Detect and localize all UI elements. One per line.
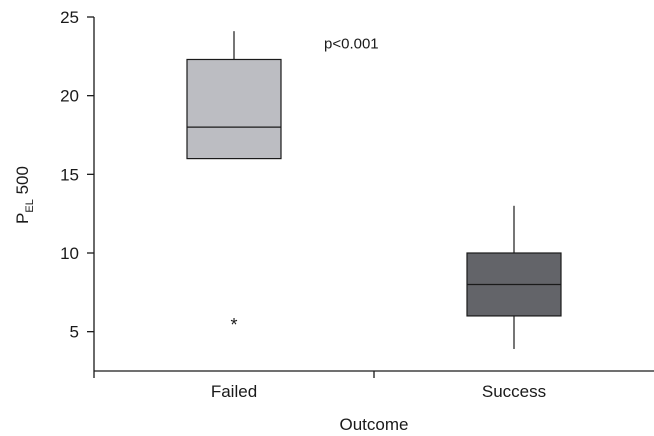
y-axis-title-suffix: 500	[13, 166, 32, 199]
y-tick-label: 5	[70, 323, 79, 342]
x-tick-label: Failed	[211, 382, 257, 401]
boxes: *	[186, 31, 562, 349]
y-axis-title-subscript: EL	[24, 199, 36, 212]
y-tick-label: 25	[60, 8, 79, 27]
x-tick-label: Success	[482, 382, 546, 401]
y-tick-label: 20	[60, 87, 79, 106]
outlier-marker: *	[230, 315, 237, 335]
y-tick-label: 10	[60, 244, 79, 263]
axes	[93, 17, 654, 372]
y-ticks: 5 10 15 20 25	[60, 8, 94, 342]
iqr-box	[186, 58, 282, 160]
x-ticks: Failed Success	[93, 371, 546, 401]
x-axis-title: Outcome	[340, 415, 409, 434]
p-value-annotation: p<0.001	[324, 35, 379, 52]
box-success	[466, 205, 562, 349]
y-tick-label: 15	[60, 165, 79, 184]
box-failed: *	[186, 31, 282, 335]
y-axis-title: PEL 500	[13, 166, 36, 224]
annotations: p<0.001	[324, 35, 379, 52]
y-axis-title-main: P	[13, 213, 32, 224]
